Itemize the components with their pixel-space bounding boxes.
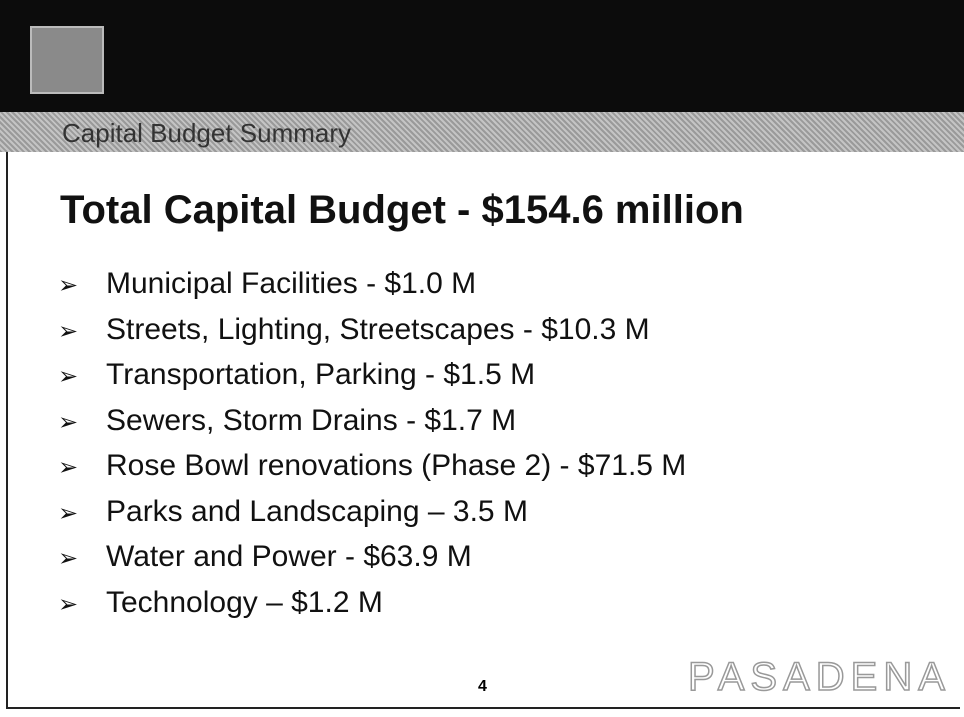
bullet-item: Streets, Lighting, Streetscapes - $10.3 … — [58, 308, 686, 354]
section-band — [0, 112, 964, 152]
bullet-list: Municipal Facilities - $1.0 MStreets, Li… — [58, 262, 686, 626]
section-title: Capital Budget Summary — [62, 118, 352, 148]
bullet-item: Technology – $1.2 M — [58, 581, 686, 627]
page-number: 4 — [478, 678, 487, 695]
bullet-item: Water and Power - $63.9 M — [58, 535, 686, 581]
bullet-item: Sewers, Storm Drains - $1.7 M — [58, 399, 686, 445]
bullet-item: Rose Bowl renovations (Phase 2) - $71.5 … — [58, 444, 686, 490]
bullet-item: Municipal Facilities - $1.0 M — [58, 262, 686, 308]
logo — [30, 26, 104, 94]
frame — [6, 152, 960, 709]
title: Total Capital Budget - $154.6 million — [60, 188, 744, 232]
brand: PASADENA — [687, 654, 951, 700]
bullet-item: Transportation, Parking - $1.5 M — [58, 353, 686, 399]
bullet-item: Parks and Landscaping – 3.5 M — [58, 490, 686, 536]
top-bar — [0, 0, 964, 112]
